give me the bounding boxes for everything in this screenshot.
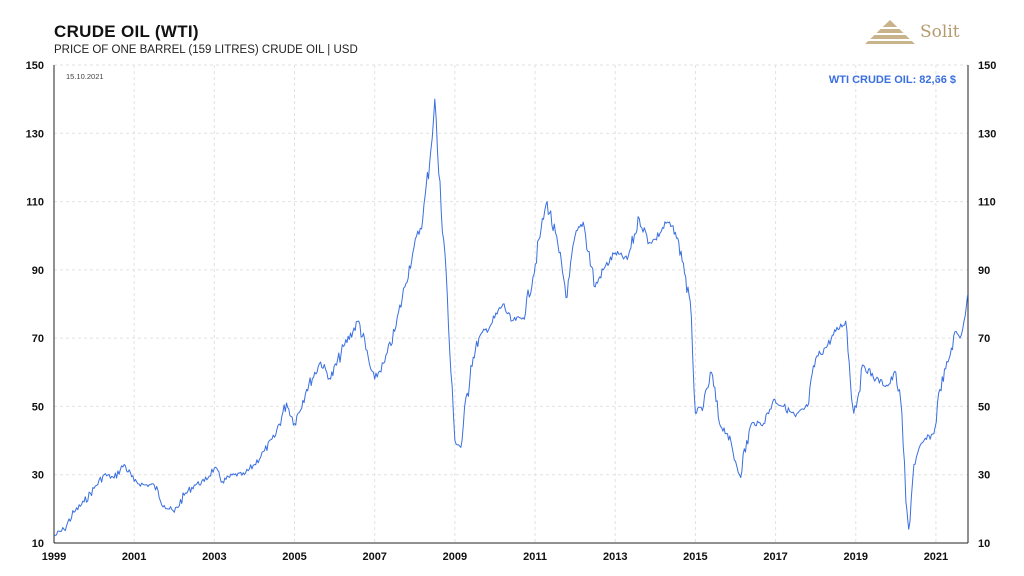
y-tick-label-right: 70: [978, 333, 990, 345]
y-tick-label-right: 90: [978, 265, 990, 277]
chart-subtitle: PRICE OF ONE BARREL (159 LITRES) CRUDE O…: [54, 44, 358, 56]
y-tick-label-left: 10: [32, 538, 44, 550]
x-tick-label: 2011: [523, 551, 547, 563]
y-tick-label-left: 50: [32, 401, 44, 413]
x-tick-label: 2021: [924, 551, 948, 563]
y-tick-label-right: 150: [978, 60, 996, 72]
x-tick-label: 2001: [122, 551, 146, 563]
brand-name: Solit: [920, 22, 960, 42]
x-tick-label: 2005: [282, 551, 306, 563]
date-label: 15.10.2021: [66, 72, 104, 81]
y-tick-label-left: 130: [26, 128, 44, 140]
y-tick-label-right: 10: [978, 538, 990, 550]
x-tick-label: 2017: [763, 551, 787, 563]
y-tick-label-right: 50: [978, 401, 990, 413]
current-price-label: WTI CRUDE OIL: 82,66 $: [828, 74, 956, 86]
x-tick-label: 2007: [362, 551, 386, 563]
x-tick-label: 1999: [42, 551, 66, 563]
series-line-0: [53, 98, 969, 537]
y-tick-label-left: 110: [26, 197, 44, 209]
y-tick-label-left: 90: [32, 265, 44, 277]
x-tick-label: 2003: [202, 551, 226, 563]
y-tick-label-left: 70: [32, 333, 44, 345]
y-tick-label-right: 30: [978, 470, 990, 482]
y-tick-label-left: 30: [32, 470, 44, 482]
chart-title: CRUDE OIL (WTI): [54, 22, 199, 41]
y-tick-label-right: 130: [978, 128, 996, 140]
y-tick-label-right: 110: [978, 197, 996, 209]
x-tick-label: 2013: [603, 551, 627, 563]
y-tick-label-left: 150: [26, 60, 44, 72]
x-tick-label: 2009: [443, 551, 467, 563]
x-tick-label: 2019: [844, 551, 868, 563]
x-tick-label: 2015: [683, 551, 707, 563]
solit-pyramid-icon: [865, 20, 915, 44]
